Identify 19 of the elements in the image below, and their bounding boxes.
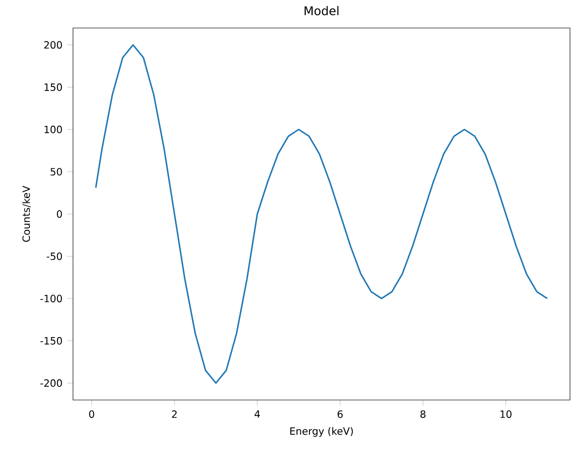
- x-axis-title: Energy (keV): [290, 427, 353, 437]
- x-tick-label: 0: [89, 410, 94, 418]
- y-axis-title: Counts/keV: [22, 186, 31, 242]
- y-tick-label: 100: [44, 126, 62, 134]
- y-tick-label: -100: [40, 294, 62, 302]
- y-tick-label: 0: [56, 210, 62, 218]
- x-tick-label: 6: [338, 410, 343, 418]
- y-tick-label: -50: [46, 252, 62, 260]
- y-tick-label: -150: [40, 337, 62, 345]
- x-tick-label: 8: [420, 410, 426, 418]
- x-tick-label: 10: [500, 410, 512, 418]
- y-tick-label: 200: [44, 41, 62, 49]
- chart-title: Model: [304, 6, 338, 16]
- y-tick-label: 150: [44, 83, 62, 91]
- x-tick-label: 4: [254, 410, 260, 418]
- line-series: [95, 44, 548, 384]
- y-tick-label: -200: [40, 379, 62, 387]
- x-tick-label: 2: [172, 410, 177, 418]
- y-tick-label: 50: [50, 168, 62, 176]
